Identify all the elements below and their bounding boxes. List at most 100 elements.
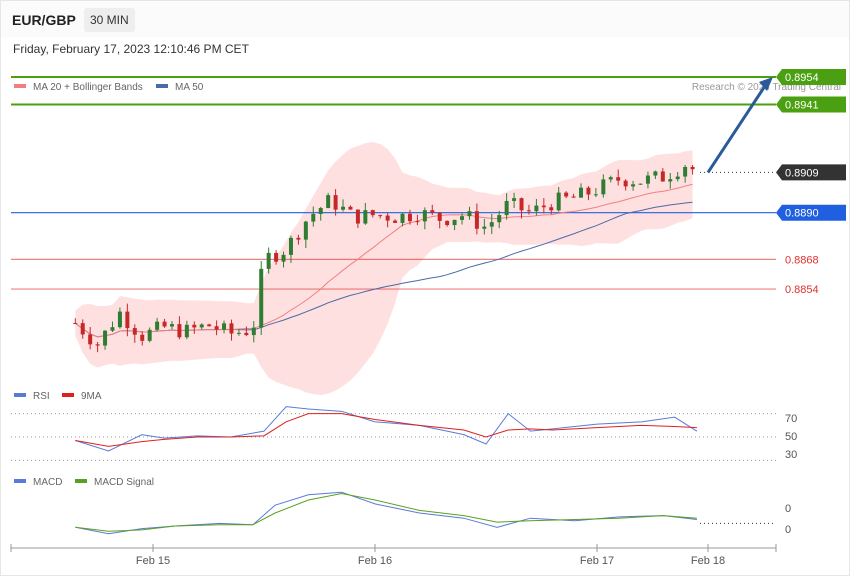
candle-body xyxy=(526,210,531,212)
candle-body xyxy=(445,220,450,226)
candle-body xyxy=(184,324,189,338)
candle-body xyxy=(497,215,502,223)
candle-body xyxy=(400,213,405,223)
candle-body xyxy=(430,210,435,213)
candle-body xyxy=(229,323,234,334)
top-bar: EUR/GBP 30 MIN xyxy=(1,1,849,37)
candle-body xyxy=(579,187,584,198)
candle-body xyxy=(177,324,182,338)
resistance-level-label: 0.8941 xyxy=(785,100,819,112)
candle-body xyxy=(125,311,130,329)
macd-signal-legend-swatch xyxy=(75,479,87,483)
candle-body xyxy=(415,221,420,223)
candle-body xyxy=(437,212,442,221)
candle-body xyxy=(117,311,122,328)
rsi-ma-line xyxy=(75,413,697,447)
resistance-level-label: 0.8954 xyxy=(785,72,819,84)
candle-body xyxy=(660,171,665,182)
candle-body xyxy=(110,327,115,331)
candle-body xyxy=(88,334,93,345)
candle-body xyxy=(534,205,539,212)
candle-body xyxy=(608,177,613,180)
candle-body xyxy=(668,179,673,182)
candle-body xyxy=(333,195,338,210)
rsi-level-70-label: 70 xyxy=(785,413,797,425)
candle-body xyxy=(601,179,606,195)
candle-body xyxy=(452,219,457,226)
resistance-level-tag xyxy=(776,68,846,85)
candle-body xyxy=(244,332,249,336)
candle-body xyxy=(593,194,598,196)
candle-body xyxy=(288,237,293,255)
candle-body xyxy=(489,222,494,227)
candle-body xyxy=(266,252,271,269)
resistance-level-tag xyxy=(776,96,846,113)
candle-body xyxy=(103,330,108,346)
bollinger-band xyxy=(75,142,693,396)
x-label-feb16: Feb 16 xyxy=(358,555,392,567)
rsi-ma-legend-swatch xyxy=(62,393,74,397)
candle-body xyxy=(683,166,688,177)
candle-body xyxy=(467,211,472,217)
last-level-label: 0.8909 xyxy=(785,167,819,179)
candle-body xyxy=(341,206,346,210)
candle-body xyxy=(169,324,174,327)
datetime-label: Friday, February 17, 2023 12:10:46 PM CE… xyxy=(13,42,249,56)
candle-body xyxy=(236,332,241,334)
candle-body xyxy=(363,210,368,224)
candle-body xyxy=(214,326,219,330)
candle-body xyxy=(311,213,316,222)
candle-body xyxy=(80,323,85,335)
candle-body xyxy=(155,321,160,330)
candle-body xyxy=(638,183,643,185)
rsi-panel xyxy=(11,406,776,461)
rsi-line xyxy=(75,406,698,452)
support-level-label: 0.8868 xyxy=(785,254,819,266)
candle-body xyxy=(274,252,279,262)
candle-body xyxy=(199,324,204,328)
instrument-title: EUR/GBP xyxy=(12,12,76,28)
candle-body xyxy=(541,205,546,208)
candle-body xyxy=(653,171,658,176)
candle-body xyxy=(132,328,137,335)
ma50-legend-swatch xyxy=(156,84,168,88)
time-axis xyxy=(10,544,777,552)
candle-body xyxy=(281,254,286,262)
candle-body xyxy=(355,209,360,224)
macd-legend-label: MACD xyxy=(33,477,62,488)
candle-body xyxy=(318,208,323,214)
pivot-level-label: 0.8890 xyxy=(785,208,819,220)
candle-body xyxy=(623,180,628,187)
rsi-ma-legend-label: 9MA xyxy=(81,391,102,402)
x-label-feb15: Feb 15 xyxy=(136,555,170,567)
candle-body xyxy=(192,324,197,328)
timeframe-badge[interactable]: 30 MIN xyxy=(84,8,135,32)
candle-body xyxy=(474,211,479,229)
candle-body xyxy=(631,184,636,187)
candle-body xyxy=(564,192,569,197)
last-level-tag xyxy=(776,164,846,181)
forecast-arrow-shaft xyxy=(706,85,767,174)
candle-body xyxy=(645,175,650,184)
candle-body xyxy=(147,329,152,341)
candle-body xyxy=(571,196,576,198)
candle-body xyxy=(326,195,331,209)
candle-body xyxy=(378,215,383,217)
candle-body xyxy=(348,206,353,210)
candle-body xyxy=(504,200,509,216)
macd-signal-legend-label: MACD Signal xyxy=(94,477,154,488)
candle-body xyxy=(519,198,524,211)
candle-body xyxy=(303,221,308,240)
candle-body xyxy=(251,327,256,336)
candle-body xyxy=(296,237,301,240)
rsi-level-50-label: 50 xyxy=(785,431,797,443)
candle-body xyxy=(512,198,517,201)
candle-body xyxy=(549,207,554,211)
candle-body xyxy=(690,166,695,170)
macd-signal-line xyxy=(75,492,697,532)
candle-body xyxy=(222,323,227,330)
x-label-feb18: Feb 18 xyxy=(691,555,725,567)
candle-body xyxy=(675,176,680,180)
candle-body xyxy=(207,324,212,327)
